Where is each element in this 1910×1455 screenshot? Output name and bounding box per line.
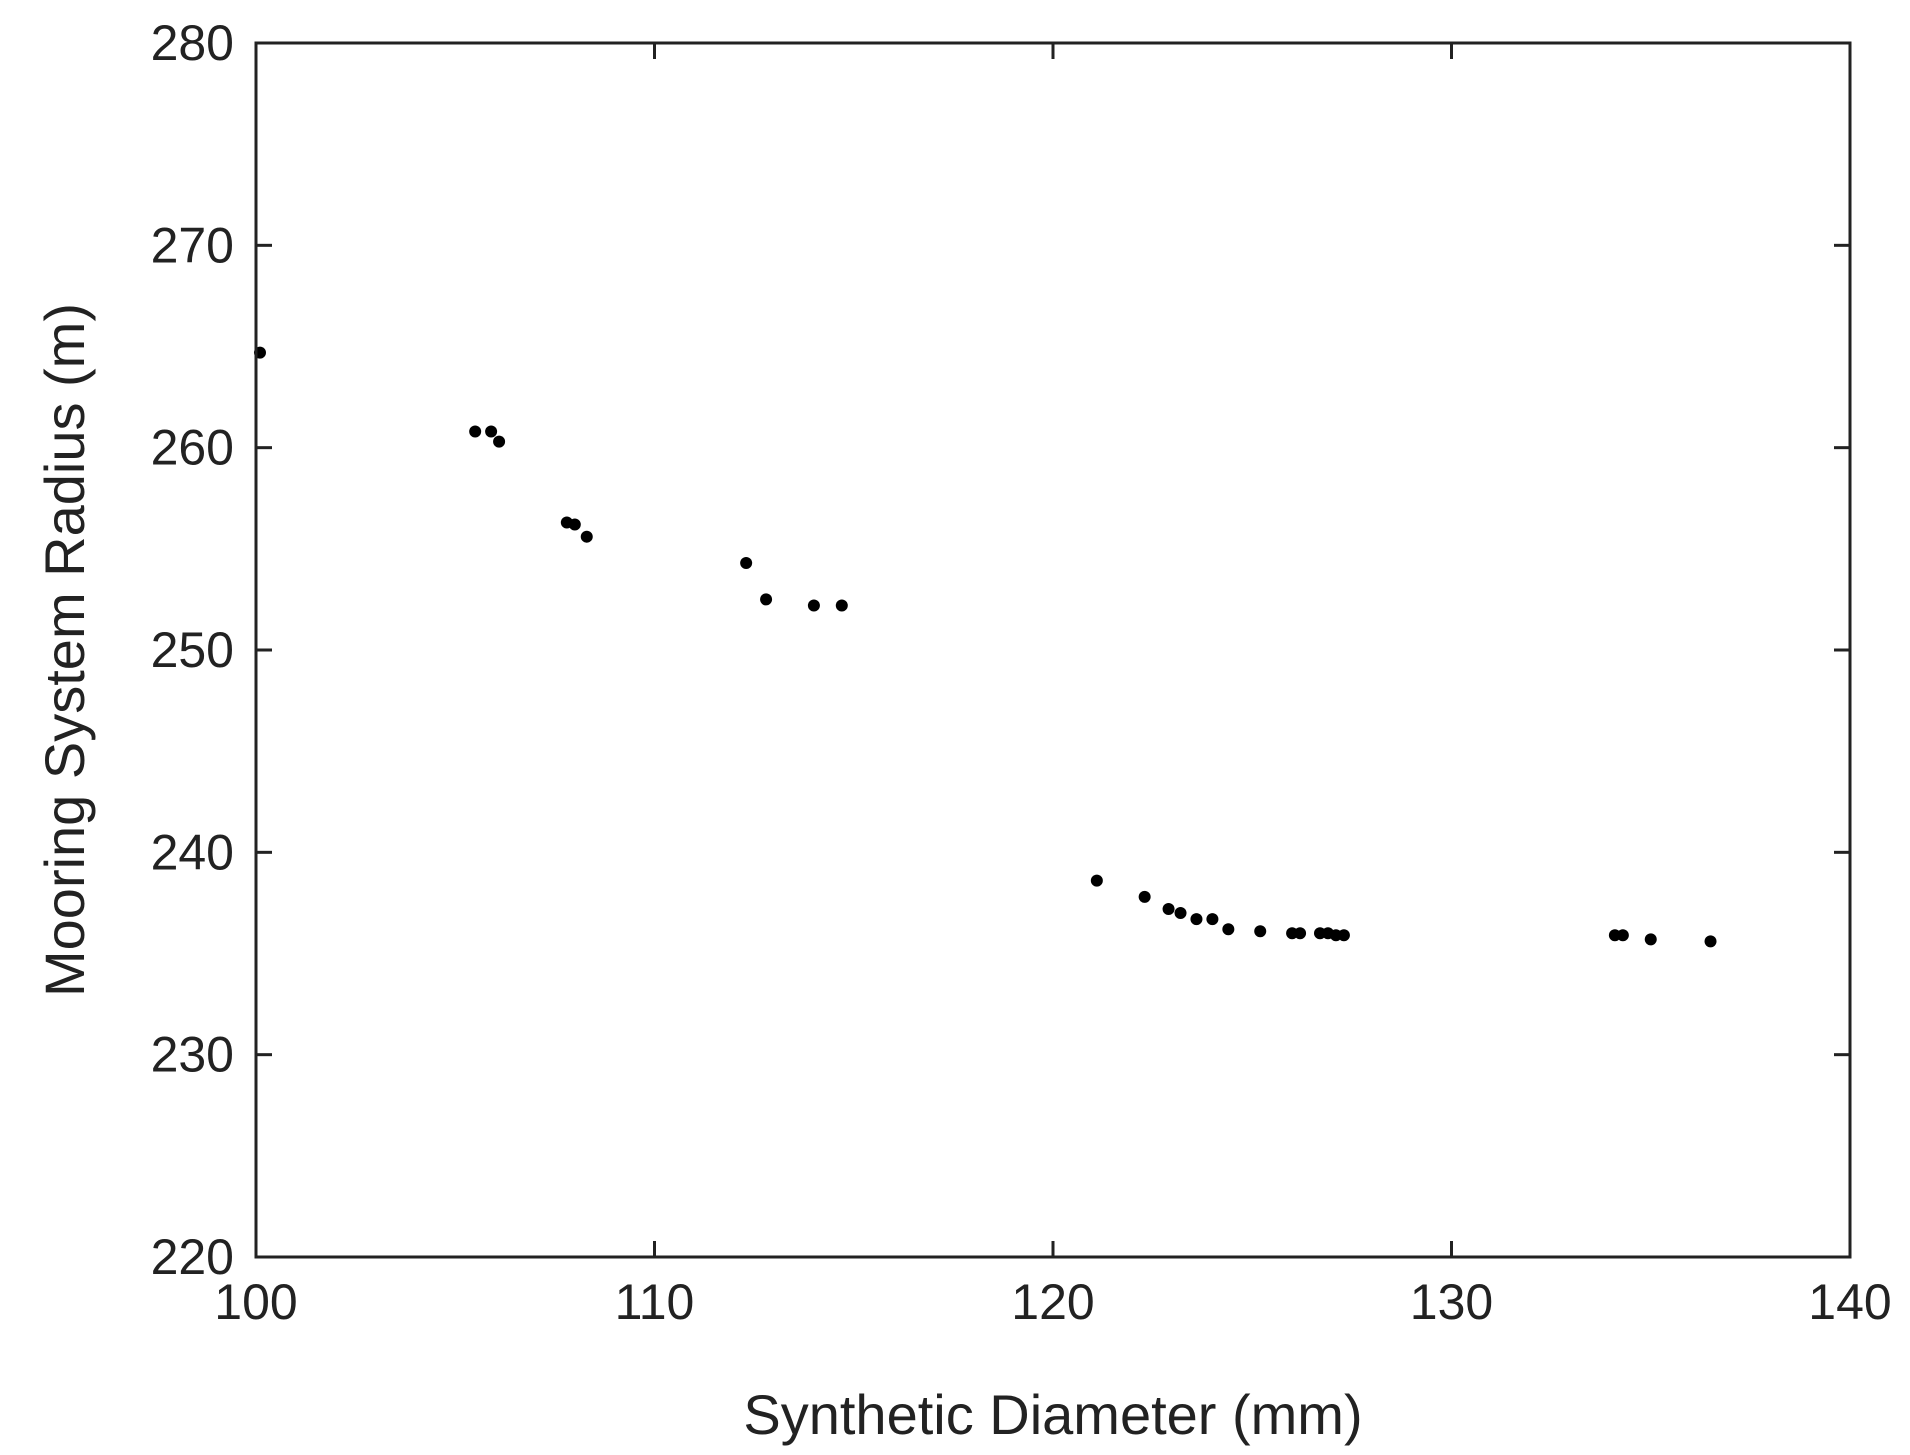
data-point [1162, 902, 1175, 915]
y-tick-label: 250 [151, 622, 234, 678]
data-point [469, 425, 482, 438]
data-point [807, 599, 820, 612]
data-point [485, 425, 498, 438]
data-point [760, 593, 773, 606]
y-tick-label: 260 [151, 420, 234, 476]
data-point [1644, 933, 1657, 946]
data-point [1704, 935, 1717, 948]
y-tick-label: 270 [151, 217, 234, 273]
data-point [1222, 923, 1235, 936]
data-point [493, 435, 506, 448]
data-point [1090, 874, 1103, 887]
x-tick-label: 100 [214, 1274, 297, 1330]
x-tick-labels: 100 110 120 130 140 [214, 1274, 1891, 1330]
data-point [568, 518, 581, 531]
data-point [835, 599, 848, 612]
plot-frame [254, 41, 1852, 1259]
data-point [1616, 929, 1629, 942]
data-point [1138, 890, 1151, 903]
axis-ticks [254, 41, 1852, 1259]
data-point [1206, 913, 1219, 926]
data-points [253, 346, 1717, 948]
data-point [580, 530, 593, 543]
y-tick-label: 280 [151, 15, 234, 71]
x-tick-label: 110 [615, 1274, 695, 1330]
y-tick-labels: 220 230 240 250 260 270 280 [151, 15, 234, 1285]
data-point [740, 556, 753, 569]
y-tick-label: 240 [151, 824, 234, 880]
data-point [1174, 907, 1187, 920]
x-tick-label: 140 [1808, 1274, 1891, 1330]
data-point [1190, 913, 1203, 926]
y-tick-label: 220 [151, 1229, 234, 1285]
y-axis-title: Mooring System Radius (m) [33, 303, 96, 997]
y-tick-label: 230 [151, 1027, 234, 1083]
data-point [1294, 927, 1307, 940]
x-tick-label: 130 [1410, 1274, 1493, 1330]
x-axis-title: Synthetic Diameter (mm) [743, 1383, 1362, 1446]
x-tick-label: 120 [1011, 1274, 1094, 1330]
data-point [1254, 925, 1267, 938]
data-point [1337, 929, 1350, 942]
